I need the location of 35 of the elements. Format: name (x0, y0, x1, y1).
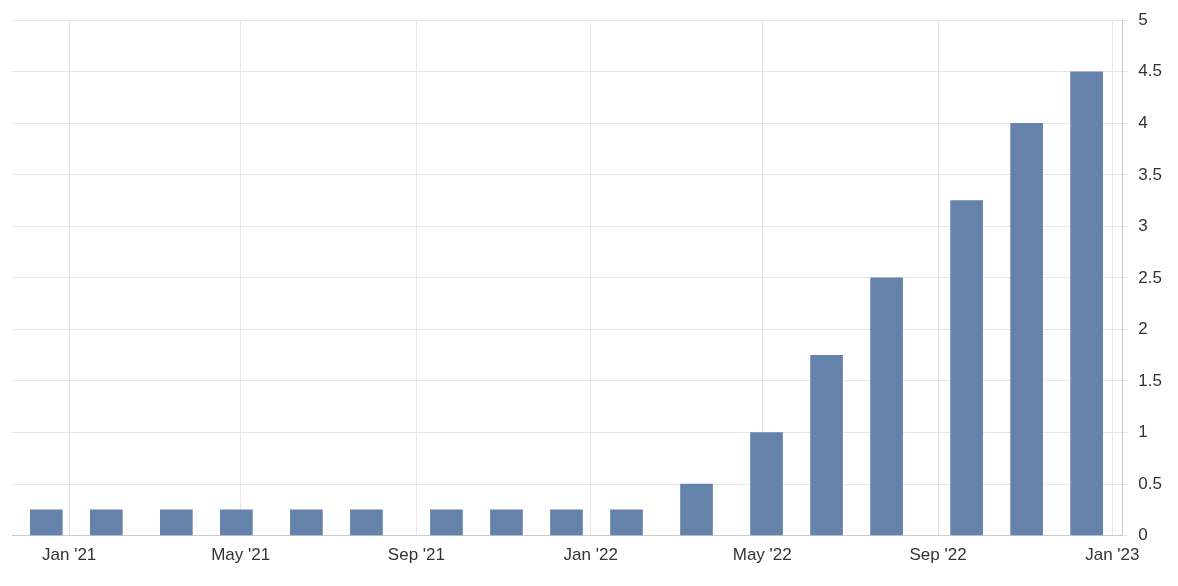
bar (870, 277, 903, 536)
bar (430, 509, 463, 536)
bar (290, 509, 323, 536)
bar (1010, 122, 1043, 536)
x-tick-label: Jan '23 (1085, 545, 1140, 565)
x-tick-label: Jan '22 (563, 545, 618, 565)
bar (810, 354, 843, 536)
bar (680, 483, 713, 536)
bar (160, 509, 193, 536)
bar (610, 509, 643, 536)
bar (89, 509, 123, 536)
bar (950, 200, 983, 536)
x-tick-label: May '21 (211, 545, 271, 565)
y-tick-label: 1 (1138, 422, 1148, 442)
x-tick-label: Sep '22 (909, 545, 967, 565)
y-tick-label: 4.5 (1138, 61, 1163, 81)
x-tick-label: Jan '21 (42, 545, 97, 565)
y-tick-label: 5 (1138, 9, 1148, 29)
bar (350, 509, 383, 536)
y-tick-label: 3 (1138, 216, 1148, 236)
bar (1070, 71, 1103, 536)
x-tick-label: Sep '21 (387, 545, 445, 565)
bar (550, 509, 583, 536)
y-tick-label: 1.5 (1138, 370, 1163, 390)
y-tick-label: 0.5 (1138, 473, 1163, 493)
y-tick-label: 3.5 (1138, 164, 1163, 184)
bar (750, 432, 783, 536)
x-tick-label: May '22 (732, 545, 792, 565)
y-tick-label: 2.5 (1138, 267, 1163, 287)
y-tick-label: 2 (1138, 319, 1148, 339)
bar (490, 509, 523, 536)
y-tick-label: 4 (1138, 112, 1148, 132)
bar (29, 509, 63, 536)
bar (220, 509, 253, 536)
y-tick-label: 0 (1138, 525, 1148, 545)
